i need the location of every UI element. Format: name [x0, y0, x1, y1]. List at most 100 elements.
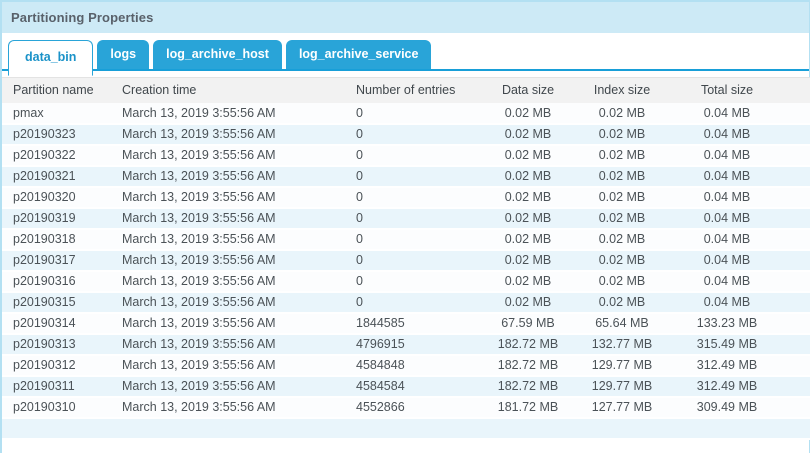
table-row: p20190317 March 13, 2019 3:55:56 AM 0 0.02 …: [2, 249, 810, 272]
cell-entries: 4796915: [344, 333, 482, 356]
row-filler: [784, 102, 810, 125]
cell-creation-time: March 13, 2019 3:55:56 AM: [112, 228, 344, 251]
cell-partition-name: p20190315: [2, 291, 112, 314]
cell-partition-name: p20190320: [2, 186, 112, 209]
table-row: p20190323 March 13, 2019 3:55:56 AM 0 0.02 …: [2, 123, 810, 146]
cell-creation-time: March 13, 2019 3:55:56 AM: [112, 333, 344, 356]
cell-total-size: 0.04 MB: [670, 249, 784, 272]
table-row: p20190316 March 13, 2019 3:55:56 AM 0 0.02 …: [2, 270, 810, 293]
cell-creation-time: March 13, 2019 3:55:56 AM: [112, 312, 344, 335]
row-filler: [784, 312, 810, 335]
cell-index-size: 65.64 MB: [574, 312, 670, 335]
row-filler: [784, 123, 810, 146]
table-row: p20190320 March 13, 2019 3:55:56 AM 0 0.02 …: [2, 186, 810, 209]
row-filler: [784, 354, 810, 377]
cell-creation-time: March 13, 2019 3:55:56 AM: [112, 123, 344, 146]
table-row: p20190312 March 13, 2019 3:55:56 AM 458484…: [2, 354, 810, 377]
table-row: p20190313 March 13, 2019 3:55:56 AM 479691…: [2, 333, 810, 356]
cell-partition-name: p20190314: [2, 312, 112, 335]
cell-total-size: 0.04 MB: [670, 291, 784, 314]
cell-creation-time: March 13, 2019 3:55:56 AM: [112, 291, 344, 314]
cell-partition-name: p20190319: [2, 207, 112, 230]
cell-creation-time: March 13, 2019 3:55:56 AM: [112, 396, 344, 419]
cell-total-size: 312.49 MB: [670, 375, 784, 398]
cell-data-size: 0.02 MB: [482, 144, 574, 167]
cell-total-size: 0.04 MB: [670, 207, 784, 230]
cell-total-size: 0.04 MB: [670, 270, 784, 293]
row-filler: [784, 333, 810, 356]
cell-creation-time: March 13, 2019 3:55:56 AM: [112, 165, 344, 188]
table-row: p20190310 March 13, 2019 3:55:56 AM 455286…: [2, 396, 810, 419]
tab-data-bin[interactable]: data_bin: [8, 40, 94, 76]
cell-partition-name: p20190317: [2, 249, 112, 272]
row-filler: [784, 165, 810, 188]
cell-entries: 0: [344, 144, 482, 167]
cell-entries: 4584584: [344, 375, 482, 398]
column-header-data-size: Data size: [501, 83, 555, 98]
table-row: p20190315 March 13, 2019 3:55:56 AM 0 0.02 …: [2, 291, 810, 314]
table-row: p20190319 March 13, 2019 3:55:56 AM 0 0.02 …: [2, 207, 810, 230]
cell-entries: 0: [344, 102, 482, 125]
cell-data-size: 0.02 MB: [482, 207, 574, 230]
table-row: pmax March 13, 2019 3:55:56 AM 0 0.02 MB 0.0…: [2, 102, 810, 125]
cell-entries: 0: [344, 249, 482, 272]
row-filler: [784, 186, 810, 209]
cell-partition-name: p20190318: [2, 228, 112, 251]
table-row: p20190321 March 13, 2019 3:55:56 AM 0 0.02 …: [2, 165, 810, 188]
table-row: p20190322 March 13, 2019 3:55:56 AM 0 0.02 …: [2, 144, 810, 167]
cell-data-size: 181.72 MB: [482, 396, 574, 419]
cell-data-size: 0.02 MB: [482, 291, 574, 314]
column-header-partition-name: Partition name: [13, 83, 94, 98]
table-row: p20190314 March 13, 2019 3:55:56 AM 184458…: [2, 312, 810, 335]
tab-log-archive-host[interactable]: log_archive_host: [153, 40, 282, 69]
cell-entries: 0: [344, 228, 482, 251]
cell-partition-name: p20190310: [2, 396, 112, 419]
cell-data-size: 182.72 MB: [482, 354, 574, 377]
cell-entries: 0: [344, 207, 482, 230]
tab-log-archive-service[interactable]: log_archive_service: [285, 40, 432, 69]
partitions-table: Partition name Creation time Number of e…: [2, 77, 810, 440]
cell-index-size: 132.77 MB: [574, 333, 670, 356]
cell-index-size: 129.77 MB: [574, 375, 670, 398]
cell-partition-name: p20190323: [2, 123, 112, 146]
row-filler: [784, 270, 810, 293]
cell-total-size: 312.49 MB: [670, 354, 784, 377]
cell-index-size: 0.02 MB: [574, 144, 670, 167]
cell-entries: 0: [344, 123, 482, 146]
tab-logs[interactable]: logs: [97, 40, 150, 69]
cell-entries: 4552866: [344, 396, 482, 419]
cell-partition-name: p20190311: [2, 375, 112, 398]
table-row: p20190318 March 13, 2019 3:55:56 AM 0 0.02 …: [2, 228, 810, 251]
cell-partition-name: pmax: [2, 102, 112, 125]
cell-total-size: 315.49 MB: [670, 333, 784, 356]
cell-total-size: 309.49 MB: [670, 396, 784, 419]
cell-entries: 0: [344, 165, 482, 188]
cell-data-size: 0.02 MB: [482, 123, 574, 146]
cell-total-size: 0.04 MB: [670, 123, 784, 146]
cell-index-size: 0.02 MB: [574, 228, 670, 251]
cell-data-size: 182.72 MB: [482, 333, 574, 356]
cell-index-size: 0.02 MB: [574, 165, 670, 188]
cell-creation-time: March 13, 2019 3:55:56 AM: [112, 186, 344, 209]
cell-partition-name: p20190313: [2, 333, 112, 356]
column-header-filler: [784, 78, 810, 103]
cell-index-size: 0.02 MB: [574, 123, 670, 146]
cell-entries: 0: [344, 270, 482, 293]
tab-bar: data_bin logs log_archive_host log_archi…: [2, 40, 809, 76]
cell-index-size: 127.77 MB: [574, 396, 670, 419]
cell-total-size: 0.04 MB: [670, 102, 784, 125]
row-filler: [784, 249, 810, 272]
cell-data-size: 0.02 MB: [482, 228, 574, 251]
column-header-index-size: Index size: [593, 83, 651, 98]
cell-index-size: 0.02 MB: [574, 186, 670, 209]
partial-row: [2, 417, 810, 440]
cell-total-size: 0.04 MB: [670, 165, 784, 188]
cell-index-size: 129.77 MB: [574, 354, 670, 377]
cell-data-size: 0.02 MB: [482, 186, 574, 209]
cell-entries: 0: [344, 186, 482, 209]
cell-creation-time: March 13, 2019 3:55:56 AM: [112, 102, 344, 125]
cell-index-size: 0.02 MB: [574, 249, 670, 272]
table-spacer: [2, 71, 809, 77]
cell-entries: 1844585: [344, 312, 482, 335]
